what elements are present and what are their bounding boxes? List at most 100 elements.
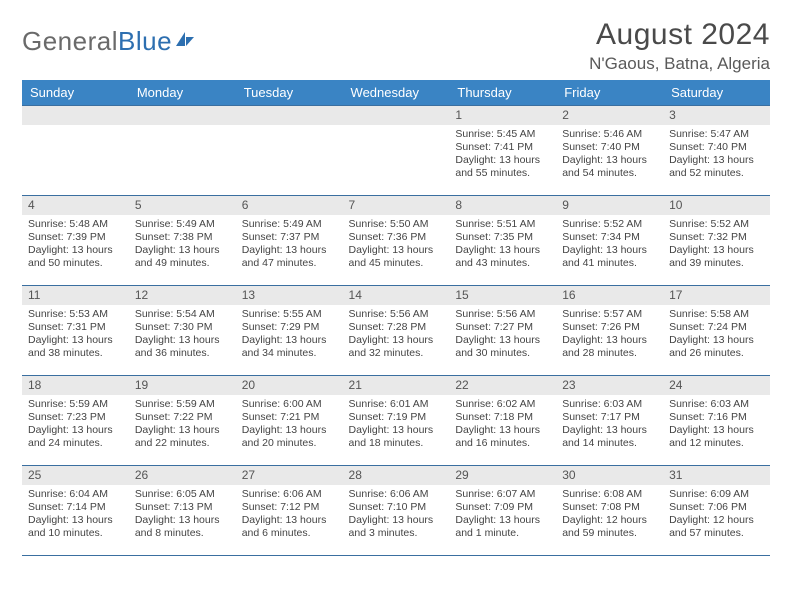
calendar-day-cell: 25Sunrise: 6:04 AMSunset: 7:14 PMDayligh… (22, 466, 129, 556)
day-number: 25 (22, 466, 129, 485)
calendar-day-cell (22, 106, 129, 196)
day-number: 29 (449, 466, 556, 485)
weekday-header: Sunday (22, 80, 129, 106)
day-details: Sunrise: 5:47 AMSunset: 7:40 PMDaylight:… (663, 125, 770, 182)
sunset-text: Sunset: 7:40 PM (669, 141, 764, 154)
calendar-day-cell: 28Sunrise: 6:06 AMSunset: 7:10 PMDayligh… (343, 466, 450, 556)
day-number: 28 (343, 466, 450, 485)
calendar-day-cell: 27Sunrise: 6:06 AMSunset: 7:12 PMDayligh… (236, 466, 343, 556)
sunrise-text: Sunrise: 5:49 AM (242, 218, 337, 231)
sunrise-text: Sunrise: 5:52 AM (669, 218, 764, 231)
day-number: 2 (556, 106, 663, 125)
day-number: 16 (556, 286, 663, 305)
calendar-day-cell: 3Sunrise: 5:47 AMSunset: 7:40 PMDaylight… (663, 106, 770, 196)
empty-day-bar (22, 106, 129, 125)
day-details: Sunrise: 6:05 AMSunset: 7:13 PMDaylight:… (129, 485, 236, 542)
sunrise-text: Sunrise: 6:06 AM (349, 488, 444, 501)
sunset-text: Sunset: 7:28 PM (349, 321, 444, 334)
logo-text-blue: Blue (118, 26, 172, 57)
sunrise-text: Sunrise: 5:46 AM (562, 128, 657, 141)
sunrise-text: Sunrise: 5:57 AM (562, 308, 657, 321)
day-details: Sunrise: 5:59 AMSunset: 7:23 PMDaylight:… (22, 395, 129, 452)
day-number: 18 (22, 376, 129, 395)
empty-day-bar (343, 106, 450, 125)
calendar-day-cell: 17Sunrise: 5:58 AMSunset: 7:24 PMDayligh… (663, 286, 770, 376)
sunrise-text: Sunrise: 5:49 AM (135, 218, 230, 231)
calendar-day-cell: 16Sunrise: 5:57 AMSunset: 7:26 PMDayligh… (556, 286, 663, 376)
day-number: 9 (556, 196, 663, 215)
calendar-day-cell: 6Sunrise: 5:49 AMSunset: 7:37 PMDaylight… (236, 196, 343, 286)
weekday-header: Tuesday (236, 80, 343, 106)
sunrise-text: Sunrise: 5:59 AM (28, 398, 123, 411)
weekday-header: Wednesday (343, 80, 450, 106)
sunset-text: Sunset: 7:23 PM (28, 411, 123, 424)
sunrise-text: Sunrise: 5:59 AM (135, 398, 230, 411)
calendar-day-cell: 13Sunrise: 5:55 AMSunset: 7:29 PMDayligh… (236, 286, 343, 376)
sunset-text: Sunset: 7:22 PM (135, 411, 230, 424)
day-details: Sunrise: 6:06 AMSunset: 7:12 PMDaylight:… (236, 485, 343, 542)
day-details: Sunrise: 5:54 AMSunset: 7:30 PMDaylight:… (129, 305, 236, 362)
daylight-text: Daylight: 13 hours and 6 minutes. (242, 514, 337, 540)
calendar-day-cell: 4Sunrise: 5:48 AMSunset: 7:39 PMDaylight… (22, 196, 129, 286)
calendar-day-cell: 19Sunrise: 5:59 AMSunset: 7:22 PMDayligh… (129, 376, 236, 466)
day-details: Sunrise: 6:01 AMSunset: 7:19 PMDaylight:… (343, 395, 450, 452)
sunset-text: Sunset: 7:40 PM (562, 141, 657, 154)
day-details: Sunrise: 6:03 AMSunset: 7:16 PMDaylight:… (663, 395, 770, 452)
calendar-day-cell: 12Sunrise: 5:54 AMSunset: 7:30 PMDayligh… (129, 286, 236, 376)
calendar-day-cell: 9Sunrise: 5:52 AMSunset: 7:34 PMDaylight… (556, 196, 663, 286)
daylight-text: Daylight: 13 hours and 38 minutes. (28, 334, 123, 360)
calendar-week-row: 25Sunrise: 6:04 AMSunset: 7:14 PMDayligh… (22, 466, 770, 556)
calendar-day-cell: 29Sunrise: 6:07 AMSunset: 7:09 PMDayligh… (449, 466, 556, 556)
sunset-text: Sunset: 7:38 PM (135, 231, 230, 244)
sunset-text: Sunset: 7:36 PM (349, 231, 444, 244)
day-number: 24 (663, 376, 770, 395)
day-details: Sunrise: 5:55 AMSunset: 7:29 PMDaylight:… (236, 305, 343, 362)
sunrise-text: Sunrise: 5:52 AM (562, 218, 657, 231)
calendar-day-cell: 30Sunrise: 6:08 AMSunset: 7:08 PMDayligh… (556, 466, 663, 556)
sunrise-text: Sunrise: 5:47 AM (669, 128, 764, 141)
day-number: 20 (236, 376, 343, 395)
daylight-text: Daylight: 13 hours and 39 minutes. (669, 244, 764, 270)
empty-day-bar (236, 106, 343, 125)
logo-text-gray: General (22, 26, 118, 57)
sunset-text: Sunset: 7:16 PM (669, 411, 764, 424)
day-details: Sunrise: 5:57 AMSunset: 7:26 PMDaylight:… (556, 305, 663, 362)
sunset-text: Sunset: 7:30 PM (135, 321, 230, 334)
sail-icon (174, 24, 196, 55)
sunset-text: Sunset: 7:37 PM (242, 231, 337, 244)
sunrise-text: Sunrise: 6:02 AM (455, 398, 550, 411)
sunrise-text: Sunrise: 5:54 AM (135, 308, 230, 321)
calendar-day-cell: 2Sunrise: 5:46 AMSunset: 7:40 PMDaylight… (556, 106, 663, 196)
sunset-text: Sunset: 7:08 PM (562, 501, 657, 514)
sunrise-text: Sunrise: 5:56 AM (455, 308, 550, 321)
sunset-text: Sunset: 7:13 PM (135, 501, 230, 514)
day-details: Sunrise: 5:45 AMSunset: 7:41 PMDaylight:… (449, 125, 556, 182)
day-details: Sunrise: 5:52 AMSunset: 7:34 PMDaylight:… (556, 215, 663, 272)
daylight-text: Daylight: 13 hours and 34 minutes. (242, 334, 337, 360)
calendar-day-cell: 8Sunrise: 5:51 AMSunset: 7:35 PMDaylight… (449, 196, 556, 286)
sunrise-text: Sunrise: 6:01 AM (349, 398, 444, 411)
calendar-day-cell: 5Sunrise: 5:49 AMSunset: 7:38 PMDaylight… (129, 196, 236, 286)
day-number: 27 (236, 466, 343, 485)
empty-day-bar (129, 106, 236, 125)
day-details: Sunrise: 5:49 AMSunset: 7:37 PMDaylight:… (236, 215, 343, 272)
sunrise-text: Sunrise: 5:55 AM (242, 308, 337, 321)
sunrise-text: Sunrise: 5:45 AM (455, 128, 550, 141)
day-number: 19 (129, 376, 236, 395)
calendar-day-cell: 22Sunrise: 6:02 AMSunset: 7:18 PMDayligh… (449, 376, 556, 466)
daylight-text: Daylight: 12 hours and 59 minutes. (562, 514, 657, 540)
day-number: 14 (343, 286, 450, 305)
month-title: August 2024 (589, 18, 770, 52)
brand-logo: GeneralBlue (22, 24, 196, 59)
daylight-text: Daylight: 13 hours and 18 minutes. (349, 424, 444, 450)
sunset-text: Sunset: 7:14 PM (28, 501, 123, 514)
day-details: Sunrise: 5:48 AMSunset: 7:39 PMDaylight:… (22, 215, 129, 272)
day-number: 12 (129, 286, 236, 305)
day-details: Sunrise: 6:08 AMSunset: 7:08 PMDaylight:… (556, 485, 663, 542)
sunset-text: Sunset: 7:31 PM (28, 321, 123, 334)
sunrise-text: Sunrise: 5:53 AM (28, 308, 123, 321)
day-number: 13 (236, 286, 343, 305)
day-details: Sunrise: 6:02 AMSunset: 7:18 PMDaylight:… (449, 395, 556, 452)
day-number: 26 (129, 466, 236, 485)
calendar-table: SundayMondayTuesdayWednesdayThursdayFrid… (22, 80, 770, 556)
